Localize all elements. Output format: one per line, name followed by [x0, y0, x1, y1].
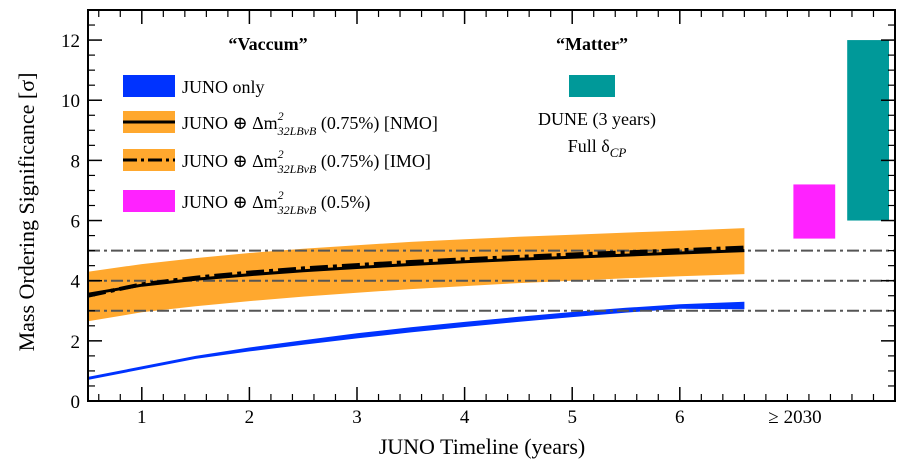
x-tick-label: 5: [567, 407, 577, 428]
x-tick-label: 1: [137, 407, 147, 428]
matter-region-title: “Matter”: [556, 34, 628, 54]
curve-lines-layer: [87, 245, 745, 298]
legend-item-nmo: JUNO ⊕ Δm2 32LBνB (0.75%) [NMO]: [123, 109, 438, 138]
y-tick-label: 8: [71, 151, 81, 172]
imo-line: [87, 245, 745, 298]
legend-swatch-dune: [569, 75, 615, 97]
legend: JUNO only JUNO ⊕ Δm2 32LBνB (0.75%) [NMO] J…: [123, 75, 615, 217]
dune-bar: [847, 40, 889, 221]
y-tick-label: 12: [61, 31, 80, 52]
y-tick-label: 10: [61, 91, 80, 112]
x-tick-label: 2: [245, 407, 255, 428]
dune-annotation-prefix: Full δ: [568, 136, 610, 156]
y-tick-label: 0: [71, 392, 81, 413]
x-extra-tick-label: ≥ 2030: [768, 407, 821, 428]
legend-label-nmo: JUNO ⊕ Δm2 32LBνB (0.75%) [NMO]: [182, 109, 438, 138]
legend-label-imo: JUNO ⊕ Δm2 32LBνB (0.75%) [IMO]: [182, 147, 431, 176]
juno-only-band: [88, 301, 745, 380]
reference-lines-layer: [88, 249, 895, 312]
dune-annotation-line1: DUNE (3 years): [538, 109, 656, 130]
future-bars-layer: [793, 40, 889, 239]
y-tick-label: 2: [71, 332, 81, 353]
dune-annotation-line2: Full δCP: [568, 136, 627, 160]
y-axis-label: Mass Ordering Significance [σ]: [14, 73, 39, 352]
y-tick-label: 4: [71, 272, 81, 293]
y-tick-label: 6: [71, 212, 81, 233]
legend-label-half: JUNO ⊕ Δm2 32LBνB (0.5%): [182, 188, 370, 217]
dune-annotation-sub: CP: [610, 145, 627, 160]
x-tick-label: 3: [352, 407, 362, 428]
legend-label-juno_only: JUNO only: [182, 77, 265, 97]
vacuum-region-title: “Vaccum”: [228, 34, 307, 54]
x-axis-label: JUNO Timeline (years): [379, 434, 586, 459]
x-tick-label: 4: [460, 407, 470, 428]
legend-item-juno_only: JUNO only: [123, 75, 265, 97]
legend-swatch-half-percent: [123, 190, 175, 212]
legend-item-half: JUNO ⊕ Δm2 32LBνB (0.5%): [123, 188, 370, 217]
legend-item-imo: JUNO ⊕ Δm2 32LBνB (0.75%) [IMO]: [123, 147, 431, 176]
x-tick-label: 6: [675, 407, 685, 428]
juno-half-percent-bar: [793, 184, 836, 239]
legend-swatch-juno-only: [123, 75, 175, 97]
dune-annotation: DUNE (3 years) Full δCP: [538, 109, 656, 160]
